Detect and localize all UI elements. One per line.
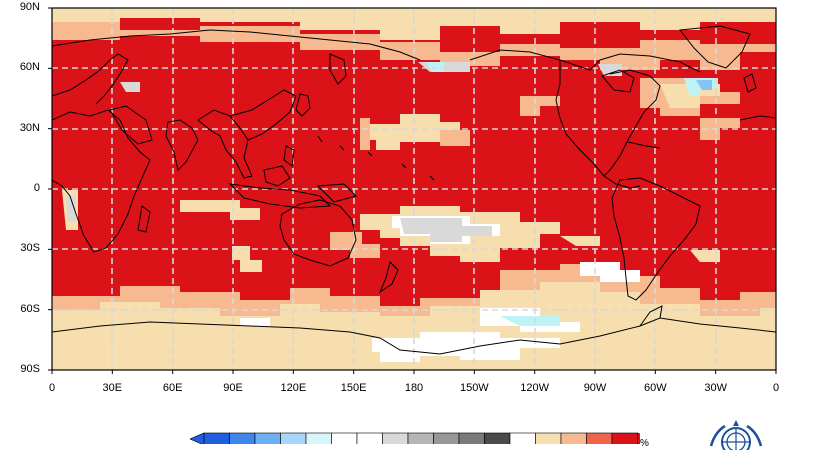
philippines-coast: [283, 145, 295, 167]
ne-pacific-peach: [520, 96, 560, 116]
south-atlantic-white: [580, 262, 640, 282]
japan-sea-islands: [317, 135, 435, 181]
longitude-label: 150W: [459, 382, 489, 394]
longitude-label: 150E: [340, 382, 367, 394]
longitude-label: 60E: [162, 382, 183, 394]
antarctic-peninsula-coast: [639, 305, 663, 327]
latitude-label: 60N: [19, 61, 40, 74]
colorbar-swatch: [611, 432, 638, 444]
colorbar-swatch: [535, 432, 562, 444]
colorbar-swatch: [331, 432, 358, 444]
colorbar-swatch: [280, 432, 307, 444]
north-atlantic-blue: [696, 80, 712, 90]
longitude-label: 90W: [583, 382, 607, 394]
arabian-gray: [120, 82, 140, 92]
longitude-label: 30E: [102, 382, 123, 394]
longitude-label: 180: [404, 382, 424, 394]
colorbar-swatch: [407, 432, 434, 444]
colorbar-swatch: [382, 432, 409, 444]
hudson-bay-coast: [601, 69, 635, 93]
colorbar-swatch: [203, 432, 230, 444]
map-field: [52, 8, 776, 370]
madagascar-coast: [137, 205, 151, 233]
longitude-label: 120E: [280, 382, 307, 394]
australia-coast: [279, 199, 357, 267]
graticule: [52, 8, 776, 370]
colorbar-swatch: [586, 432, 613, 444]
latitude-label: 30S: [20, 242, 40, 255]
japan-coast: [295, 93, 311, 117]
colorbar-swatch: [229, 432, 256, 444]
siberia-coast: [52, 29, 421, 61]
indonesia-coast: [228, 183, 332, 209]
wmo-emblem-icon: [709, 420, 763, 450]
tasman-peach: [330, 232, 380, 258]
arabia-coast: [109, 105, 153, 145]
south-pacific-gray: [400, 218, 492, 242]
antarctic-white: [372, 332, 560, 362]
longitude-label: 30W: [704, 382, 727, 394]
colorbar-swatch: [509, 432, 536, 444]
colorbar-swatch: [254, 432, 281, 444]
europe-coast: [52, 53, 129, 105]
y-ticks: [48, 7, 52, 371]
x-ticks: [51, 370, 777, 374]
coastlines: [52, 25, 776, 355]
north-america-coast: [555, 60, 661, 177]
new-guinea-coast: [316, 183, 357, 203]
africa-coast: [52, 109, 151, 253]
central-america-coast: [603, 175, 641, 189]
alaska-coast: [469, 49, 701, 73]
southern-ocean-cyan: [500, 316, 560, 326]
india-coast: [165, 119, 199, 171]
longitude-label: 0: [772, 382, 780, 394]
southern-ocean-white: [240, 308, 580, 332]
colorbar-extend-low: [190, 432, 205, 444]
colorbar-extend-high: [637, 432, 640, 444]
caribbean-coast: [627, 141, 661, 149]
uk-coast: [743, 73, 757, 93]
china-coast: [229, 89, 297, 141]
latitude-label: 90S: [20, 363, 40, 375]
borneo-coast: [263, 165, 291, 187]
longitude-label: 90E: [223, 382, 243, 394]
longitude-label: 0: [48, 382, 56, 394]
colorbar-swatch: [484, 432, 511, 444]
south-america-coast: [611, 177, 701, 301]
latitude-label: 0: [33, 182, 40, 194]
latitude-label: 60S: [20, 302, 40, 315]
colorbar-swatch: [305, 432, 332, 444]
west-africa-coast: [739, 115, 776, 121]
south-indian-wheat: [232, 246, 262, 272]
colorbar-unit: %: [640, 438, 649, 449]
kamchatka-cyan: [426, 62, 444, 72]
indian-ocean-wheat: [180, 200, 260, 220]
latitude-label: 90N: [19, 1, 40, 13]
colorbar-swatch: [433, 432, 460, 444]
greenland-coast: [679, 25, 751, 69]
south-pacific-wheat-2: [560, 236, 720, 262]
new-zealand-coast: [378, 261, 399, 294]
colorbar-swatch: [560, 432, 587, 444]
colorbar: [190, 432, 640, 444]
longitude-label: 120W: [520, 382, 550, 394]
east-atlantic-peach: [700, 118, 740, 140]
colorbar-swatch: [356, 432, 383, 444]
longitude-label: 60W: [644, 382, 667, 394]
kamchatka-coast: [329, 53, 347, 85]
north-pacific-peach: [360, 118, 470, 150]
colorbar-swatch: [458, 432, 485, 444]
southern-africa-gray: [66, 196, 76, 222]
latitude-label: 30N: [19, 121, 40, 134]
